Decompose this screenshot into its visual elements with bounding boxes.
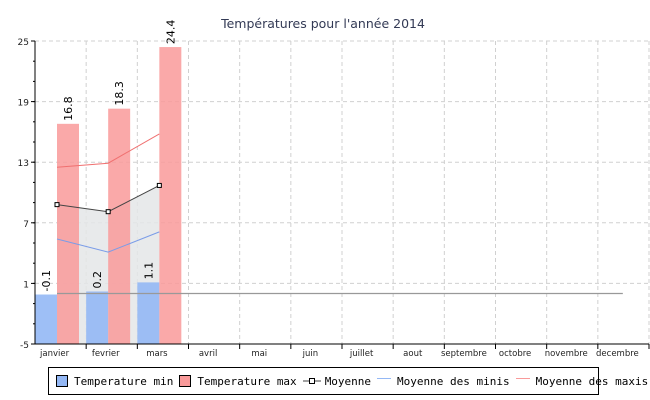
x-tick-label: octobre <box>499 349 531 359</box>
legend-item-moyenne-minis: Moyenne des minis <box>377 375 510 388</box>
x-tick-label: fevrier <box>92 349 120 359</box>
x-tick-label: avril <box>199 349 217 359</box>
bar-value-label: 16.8 <box>62 96 75 121</box>
legend-label: Moyenne des minis <box>397 374 510 388</box>
legend-item-moyenne-maxis: Moyenne des maxis <box>515 374 649 388</box>
x-tick-label: aout <box>403 349 423 359</box>
x-tick-label: juin <box>302 349 319 359</box>
x-tick-label: mars <box>146 349 168 359</box>
x-tick-label: mai <box>251 349 267 359</box>
bar-value-label: -0.1 <box>40 270 53 291</box>
legend-swatch-min <box>56 375 68 387</box>
x-tick-label: septembre <box>441 349 487 359</box>
legend-item-max: Temperature max <box>179 374 297 388</box>
legend: Temperature min Temperature max Moyenne … <box>48 367 648 395</box>
legend-swatch-max <box>179 375 192 387</box>
line-moyenne-des-maxis <box>56 133 160 168</box>
bar-min <box>35 294 57 344</box>
bar-max <box>159 47 182 345</box>
bar-value-label: 24.4 <box>164 20 177 45</box>
legend-label: Temperature min <box>74 374 174 388</box>
bar-value-label: 18.3 <box>113 81 126 105</box>
line-moyenne-des-minis <box>56 231 160 253</box>
legend-label: Temperature max <box>197 374 297 388</box>
legend-line-maxis <box>515 377 530 379</box>
moyenne-point <box>54 202 60 208</box>
x-tick-label: janvier <box>39 349 70 359</box>
legend-label: Moyenne des maxis <box>535 374 649 388</box>
y-tick-label: 13 <box>18 159 29 169</box>
bar-value-label: 1.1 <box>142 262 155 280</box>
bar-max <box>57 123 79 344</box>
legend-marker-moyenne <box>302 378 321 384</box>
x-tick-label: novembre <box>545 349 588 359</box>
legend-line-minis <box>377 377 392 379</box>
bar-min <box>86 291 109 344</box>
chart-title: Températures pour l'année 2014 <box>220 16 425 31</box>
y-tick-label: 25 <box>18 38 29 48</box>
y-tick-label: 1 <box>23 280 29 290</box>
legend-item-moyenne: Moyenne <box>302 374 372 388</box>
moyenne-point <box>156 182 162 188</box>
y-tick-label: -5 <box>20 341 29 351</box>
x-tick-label: decembre <box>596 349 639 359</box>
y-tick-label: 7 <box>23 220 29 230</box>
y-tick-label: 19 <box>18 99 30 109</box>
legend-label: Moyenne <box>324 374 372 388</box>
bar-value-label: 0.2 <box>91 271 104 289</box>
chart: -5 1 7 13 19 25 -0.1 0.2 1.1 16.8 18.3 24.4 janvier f… <box>18 16 650 359</box>
bar-max <box>108 108 131 344</box>
bar-min <box>137 282 160 344</box>
legend-item-min: Temperature min <box>56 375 173 388</box>
x-tick-label: juillet <box>349 349 374 359</box>
moyenne-point <box>105 209 111 215</box>
